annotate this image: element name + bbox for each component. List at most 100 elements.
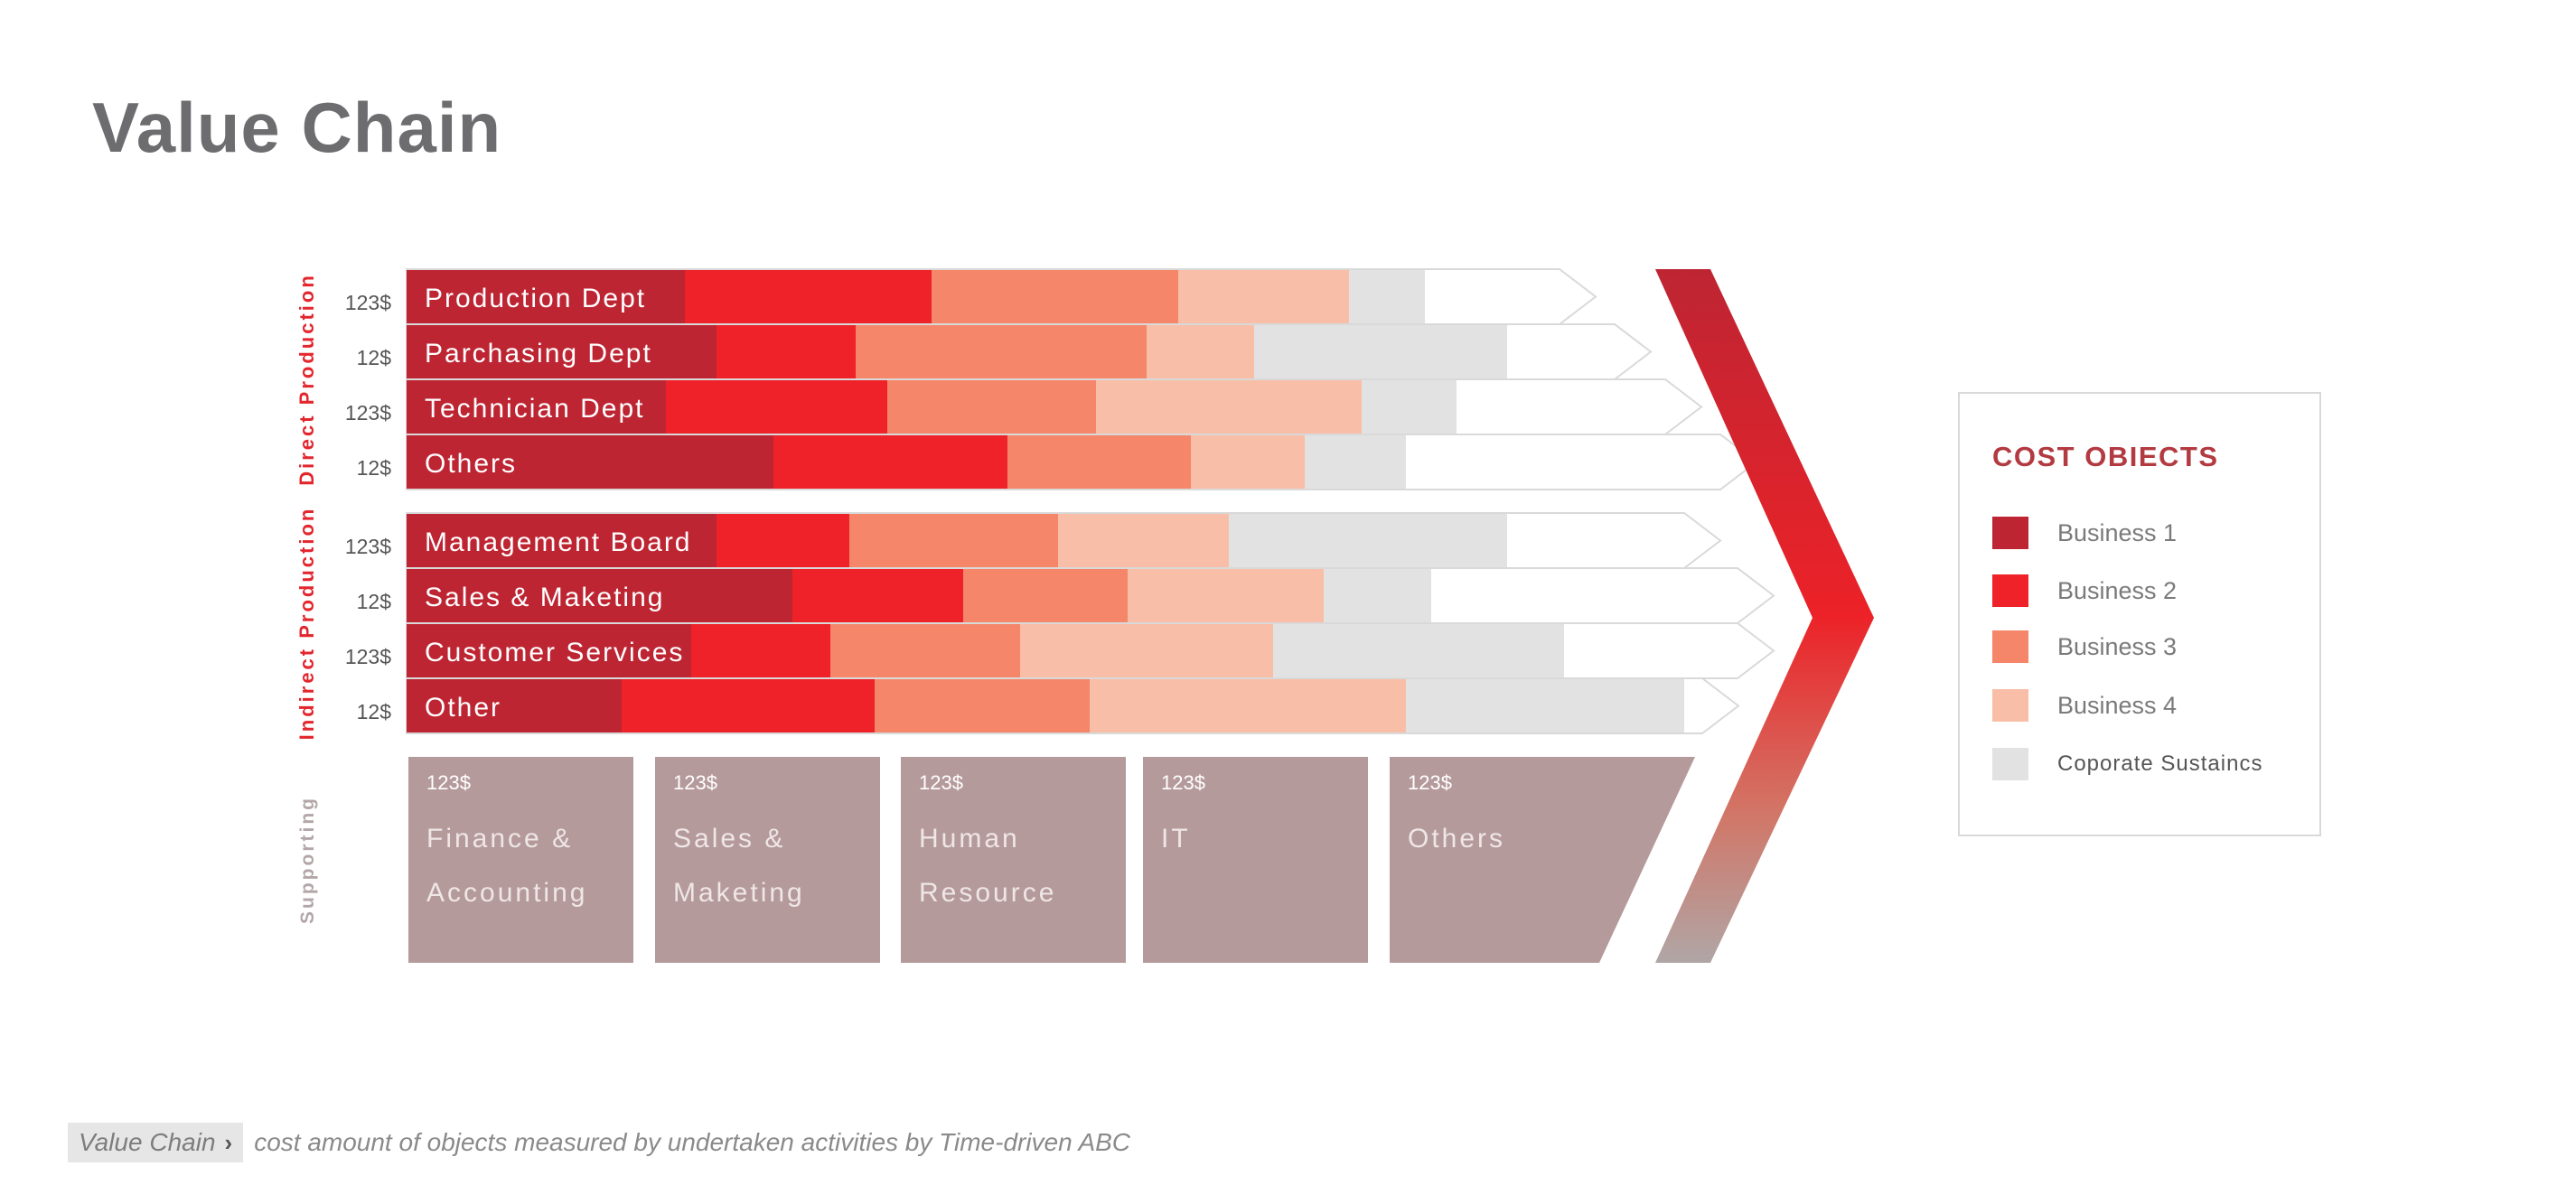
bar-row-label: Production Dept <box>425 284 646 313</box>
value-chain-arrow <box>1655 269 1874 963</box>
bar-segment-business-1 <box>407 679 622 732</box>
bar-row: Production Dept 123$ <box>345 268 1597 325</box>
bar-row-amount: 123$ <box>345 401 391 425</box>
bar-segment-business-4 <box>1147 325 1254 378</box>
bar-segment-business-1 <box>407 624 691 677</box>
bar-segment-coporate-sustaincs <box>1324 569 1431 622</box>
bar-row: Others 12$ <box>357 434 1758 490</box>
bar-segment-business-4 <box>1128 569 1324 622</box>
supporting-box: 123$ Sales & Maketing <box>655 757 880 963</box>
bar-segment-business-3 <box>932 270 1178 323</box>
legend-label: Business 1 <box>2057 518 2178 546</box>
supporting-label: Accounting <box>426 878 587 908</box>
supporting-label: Maketing <box>673 878 805 908</box>
bar-row-amount: 12$ <box>357 590 392 613</box>
legend-item-coporate-sustaincs: Coporate Sustaincs <box>1992 746 2262 782</box>
supporting-box: 123$ Human Resource <box>901 757 1126 963</box>
bar-segment-business-3 <box>887 380 1096 434</box>
legend-swatch <box>1992 574 2028 607</box>
bar-segment-coporate-sustaincs <box>1349 270 1425 323</box>
bar-row-amount: 12$ <box>357 700 392 723</box>
group-label: Indirect Production <box>295 507 318 741</box>
supporting-amount: 123$ <box>1161 771 1205 794</box>
bar-segment-business-1 <box>407 569 792 622</box>
bar-segment-coporate-sustaincs <box>1362 380 1457 434</box>
supporting-box-bg <box>1143 757 1368 963</box>
legend-swatch <box>1992 748 2028 780</box>
bar-segment-business-4 <box>1058 514 1229 567</box>
supporting-label: Others <box>1408 824 1505 854</box>
bar-segment-business-2 <box>666 380 887 434</box>
bar-segment-business-1 <box>407 380 666 434</box>
legend-swatch <box>1992 630 2028 663</box>
bar-segment-coporate-sustaincs <box>1406 679 1684 732</box>
group-direct-production: Production Dept 123$ Parchasing Dept 12$ Tec… <box>295 268 1758 490</box>
bar-row-amount: 123$ <box>345 291 391 314</box>
bar-segment-business-2 <box>773 435 1007 489</box>
chevron-right-icon: › <box>224 1128 233 1156</box>
bar-row-label: Technician Dept <box>425 394 644 424</box>
group-label: Direct Production <box>295 273 318 486</box>
bar-row: Technician Dept 123$ <box>345 378 1703 435</box>
legend-item-business-1: Business 1 <box>1992 515 2177 551</box>
legend: COST OBIECTS Business 1 Business 2 Busin… <box>1958 392 2321 836</box>
bar-segment-business-3 <box>856 325 1147 378</box>
legend-label: Business 3 <box>2057 632 2178 660</box>
bar-segment-business-3 <box>830 624 1020 677</box>
legend-item-business-2: Business 2 <box>1992 573 2177 609</box>
bar-segment-coporate-sustaincs <box>1305 435 1406 489</box>
bar-segment-business-2 <box>691 624 830 677</box>
bar-row-amount: 12$ <box>357 456 392 480</box>
bar-row-label: Customer Services <box>425 638 684 667</box>
supporting-box: 123$ Finance & Accounting <box>408 757 633 963</box>
supporting-box: 123$ IT <box>1143 757 1368 963</box>
supporting-label: Sales & <box>673 824 785 854</box>
group-label-supporting: Supporting <box>297 796 318 924</box>
bar-segment-business-2 <box>717 514 849 567</box>
breadcrumb[interactable]: Value Chain › <box>68 1123 244 1162</box>
supporting-label: Finance & <box>426 824 573 854</box>
bar-segment-business-2 <box>622 679 875 732</box>
legend-label: Business 4 <box>2057 691 2178 719</box>
bar-row: Sales & Maketing 12$ <box>357 567 1775 624</box>
bar-segment-business-1 <box>407 514 717 567</box>
bar-row-label: Parchasing Dept <box>425 339 652 369</box>
bar-row-amount: 123$ <box>345 645 391 668</box>
group-indirect-production: Management Board 123$ Sales & Maketing 12$ C… <box>295 507 1775 741</box>
legend-item-business-4: Business 4 <box>1992 687 2177 723</box>
supporting-amount: 123$ <box>1408 771 1452 794</box>
bar-segment-business-3 <box>875 679 1090 732</box>
bar-segment-business-2 <box>792 569 963 622</box>
footer: Value Chain › cost amount of objects mea… <box>68 1123 1130 1162</box>
supporting-label: IT <box>1161 824 1191 854</box>
legend-label: Coporate Sustaincs <box>2057 751 2263 776</box>
legend-title: COST OBIECTS <box>1992 441 2219 472</box>
bar-segment-business-4 <box>1090 679 1406 732</box>
bar-segment-business-1 <box>407 435 773 489</box>
bar-row: Other 12$ <box>357 677 1740 734</box>
bar-segment-business-3 <box>849 514 1058 567</box>
page-title: Value Chain <box>92 88 502 167</box>
bar-row-amount: 123$ <box>345 535 391 558</box>
bar-row-label: Sales & Maketing <box>425 583 664 612</box>
bar-segment-business-4 <box>1020 624 1273 677</box>
bar-row-label: Management Board <box>425 527 692 557</box>
supporting-amount: 123$ <box>919 771 963 794</box>
supporting-label: Human <box>919 824 1020 854</box>
bar-segment-coporate-sustaincs <box>1273 624 1564 677</box>
bar-segment-business-4 <box>1096 380 1362 434</box>
legend-label: Business 2 <box>2057 576 2178 604</box>
bar-row: Parchasing Dept 12$ <box>357 323 1653 380</box>
footer-caption: cost amount of objects measured by under… <box>254 1128 1131 1156</box>
bar-segment-business-4 <box>1191 435 1305 489</box>
supporting-box-bg <box>408 757 633 963</box>
supporting-amount: 123$ <box>673 771 717 794</box>
supporting-box-bg <box>901 757 1126 963</box>
legend-item-business-3: Business 3 <box>1992 629 2177 665</box>
bar-segment-business-2 <box>717 325 856 378</box>
bar-segment-coporate-sustaincs <box>1254 325 1507 378</box>
supporting-box-bg <box>655 757 880 963</box>
bar-segment-business-2 <box>685 270 932 323</box>
bar-segment-business-3 <box>1007 435 1191 489</box>
